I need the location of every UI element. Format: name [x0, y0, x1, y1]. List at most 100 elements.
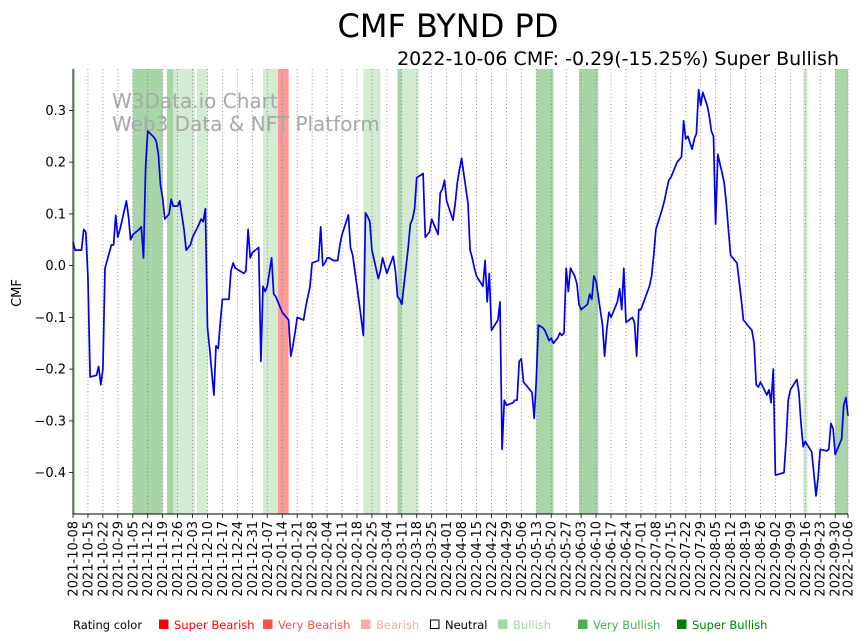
x-tick-label: 2022-06-03 — [575, 521, 590, 597]
x-tick-label: 2022-04-08 — [455, 521, 470, 597]
x-tick-label: 2022-07-22 — [679, 521, 694, 597]
x-tick-label: 2022-05-20 — [545, 521, 560, 597]
rating-band-3 — [173, 69, 180, 514]
x-tick-label: 2022-08-19 — [739, 521, 754, 597]
x-tick-label: 2021-11-19 — [156, 521, 171, 597]
rating-band-10 — [401, 69, 419, 514]
x-tick-label: 2022-02-25 — [365, 521, 380, 597]
legend-swatch — [263, 619, 273, 629]
legend-label: Bullish — [513, 618, 551, 632]
x-tick-label: 2021-12-17 — [216, 521, 231, 597]
x-tick-label: 2022-07-08 — [649, 521, 664, 597]
x-tick-label: 2022-10-06 — [842, 521, 857, 597]
x-tick-label: 2022-02-11 — [336, 521, 351, 597]
x-tick-label: 2022-05-27 — [560, 521, 575, 597]
rating-band-9 — [397, 69, 402, 514]
legend-label: Neutral — [445, 618, 487, 632]
y-tick-label: −0.1 — [34, 311, 66, 326]
x-tick-label: 2022-04-29 — [500, 521, 515, 597]
rating-band-13 — [803, 69, 808, 514]
rating-band-0 — [73, 69, 76, 514]
legend-label: Super Bullish — [692, 618, 767, 632]
x-tick-label: 2021-12-03 — [186, 521, 201, 597]
x-tick-label: 2021-12-31 — [246, 521, 261, 597]
x-tick-label: 2022-09-09 — [784, 521, 799, 597]
rating-band-11 — [536, 69, 554, 514]
x-tick-label: 2022-09-30 — [829, 521, 844, 597]
rating-band-12 — [578, 69, 599, 514]
x-tick-label: 2022-08-05 — [709, 521, 724, 597]
chart-subtitle: 2022-10-06 CMF: -0.29(-15.25%) Super Bul… — [397, 48, 839, 70]
x-tick-label: 2022-03-11 — [395, 521, 410, 597]
x-tick-label: 2022-05-06 — [515, 521, 530, 597]
x-tick-label: 2022-04-22 — [485, 521, 500, 597]
legend-swatch — [677, 619, 687, 629]
y-tick-label: −0.3 — [34, 414, 66, 429]
y-tick-label: −0.2 — [34, 363, 66, 378]
cmf-line-0 — [72, 88, 849, 497]
vertical-grid — [72, 69, 849, 514]
rating-bands — [73, 69, 848, 514]
legend-swatch — [578, 619, 588, 629]
legend: Rating color Super Bearish Very Bearish Bea… — [73, 618, 767, 632]
watermark-line-2: Web3 Data & NFT Platform — [112, 112, 380, 136]
x-tick-label: 2022-09-23 — [814, 521, 829, 597]
x-tick-label: 2022-03-04 — [380, 521, 395, 597]
x-ticks: 2021-10-08 2021-10-15 2021-10-22 2021-10-29… — [67, 514, 857, 597]
x-tick-label: 2022-03-25 — [425, 521, 440, 597]
chart-title: CMF BYND PD — [338, 7, 559, 45]
x-tick-label: 2022-01-07 — [261, 521, 276, 597]
legend-title: Rating color — [73, 618, 142, 632]
x-tick-label: 2021-11-05 — [126, 521, 141, 597]
x-tick-label: 2022-06-17 — [605, 521, 620, 597]
legend-swatch — [159, 619, 169, 629]
rating-band-5 — [196, 69, 208, 514]
rating-band-6 — [263, 69, 278, 514]
x-tick-label: 2022-04-15 — [470, 521, 485, 597]
legend-label: Very Bullish — [593, 618, 660, 632]
x-tick-label: 2022-05-13 — [530, 521, 545, 597]
y-axis-label: CMF — [10, 279, 25, 307]
x-tick-label: 2021-10-08 — [67, 521, 82, 597]
rating-band-8 — [363, 69, 381, 514]
legend-label: Super Bearish — [174, 618, 255, 632]
x-tick-label: 2022-09-16 — [799, 521, 814, 597]
axes — [72, 69, 848, 515]
x-tick-label: 2022-04-01 — [440, 521, 455, 597]
watermark-line-1: W3Data.io Chart — [112, 89, 278, 113]
x-tick-label: 2022-07-01 — [634, 521, 649, 597]
legend-label: Bearish — [376, 618, 419, 632]
x-tick-label: 2021-10-29 — [111, 521, 126, 597]
x-tick-label: 2021-10-22 — [96, 521, 111, 597]
x-tick-label: 2022-02-04 — [321, 521, 336, 597]
legend-label: Very Bearish — [278, 618, 350, 632]
x-tick-label: 2022-01-14 — [276, 521, 291, 597]
x-tick-label: 2022-08-12 — [724, 521, 739, 597]
x-tick-label: 2022-02-18 — [350, 521, 365, 597]
y-tick-label: 0.3 — [45, 104, 66, 119]
y-tick-label: 0.0 — [45, 259, 66, 274]
x-tick-label: 2022-08-26 — [754, 521, 769, 597]
y-tick-label: 0.2 — [45, 156, 66, 171]
watermark: W3Data.io Chart Web3 Data & NFT Platform — [112, 89, 380, 136]
x-tick-label: 2022-06-10 — [590, 521, 605, 597]
legend-swatch — [361, 619, 371, 629]
x-tick-label: 2022-01-21 — [291, 521, 306, 597]
x-tick-label: 2022-07-29 — [694, 521, 709, 597]
x-tick-label: 2022-07-15 — [664, 521, 679, 597]
x-tick-label: 2022-06-24 — [619, 521, 634, 597]
x-tick-label: 2021-10-15 — [81, 521, 96, 597]
rating-band-14 — [835, 69, 848, 514]
rating-band-2 — [166, 69, 174, 514]
rating-band-7 — [277, 69, 289, 514]
x-tick-label: 2022-01-28 — [306, 521, 321, 597]
y-tick-label: 0.1 — [45, 207, 66, 222]
legend-swatch — [430, 619, 440, 629]
cmf-series — [72, 88, 849, 497]
x-tick-label: 2022-03-18 — [410, 521, 425, 597]
x-tick-label: 2021-12-24 — [231, 521, 246, 597]
x-tick-label: 2021-11-26 — [171, 521, 186, 597]
x-tick-label: 2021-12-10 — [201, 521, 216, 597]
x-tick-label: 2021-11-12 — [141, 521, 156, 597]
